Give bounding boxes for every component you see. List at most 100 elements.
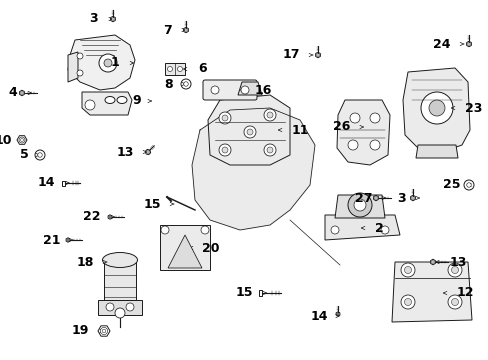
Polygon shape (98, 300, 142, 315)
Text: 3: 3 (89, 13, 98, 26)
Text: 1: 1 (110, 57, 119, 69)
Polygon shape (17, 136, 27, 144)
Circle shape (106, 303, 114, 311)
FancyBboxPatch shape (104, 260, 136, 300)
Circle shape (100, 327, 107, 334)
Polygon shape (108, 215, 112, 219)
Text: 25: 25 (442, 179, 459, 192)
Circle shape (146, 151, 149, 153)
Circle shape (112, 18, 114, 20)
Text: 2: 2 (374, 221, 383, 234)
Text: 11: 11 (291, 123, 309, 136)
Circle shape (316, 54, 319, 56)
FancyBboxPatch shape (203, 80, 257, 100)
Polygon shape (168, 235, 202, 268)
Circle shape (38, 153, 42, 157)
Polygon shape (415, 145, 457, 158)
Polygon shape (402, 68, 469, 152)
Circle shape (20, 139, 23, 141)
Polygon shape (207, 95, 289, 165)
Circle shape (347, 140, 357, 150)
Circle shape (201, 226, 208, 234)
Circle shape (349, 113, 359, 123)
Polygon shape (68, 35, 135, 90)
Text: 7: 7 (163, 23, 172, 36)
Circle shape (126, 303, 134, 311)
Circle shape (336, 313, 338, 315)
Polygon shape (336, 100, 389, 165)
Polygon shape (325, 215, 399, 240)
Circle shape (77, 53, 83, 59)
Text: 3: 3 (397, 192, 405, 204)
Circle shape (420, 92, 452, 124)
Circle shape (219, 144, 230, 156)
Circle shape (450, 298, 458, 306)
Text: 22: 22 (83, 211, 101, 224)
Circle shape (35, 150, 45, 160)
Circle shape (466, 183, 470, 187)
Text: 8: 8 (164, 77, 173, 90)
Text: 15: 15 (235, 287, 252, 300)
Ellipse shape (105, 96, 115, 104)
Circle shape (380, 226, 388, 234)
Polygon shape (238, 82, 262, 95)
Polygon shape (183, 27, 188, 33)
Circle shape (184, 29, 187, 31)
Circle shape (266, 147, 272, 153)
Text: 13: 13 (116, 145, 134, 158)
Circle shape (222, 147, 227, 153)
Polygon shape (410, 195, 414, 201)
Circle shape (219, 112, 230, 124)
Text: 10: 10 (0, 134, 12, 147)
Polygon shape (466, 41, 470, 47)
Circle shape (102, 329, 105, 333)
Circle shape (467, 43, 469, 45)
Text: 23: 23 (464, 102, 481, 114)
Circle shape (115, 308, 125, 318)
Circle shape (264, 144, 275, 156)
Circle shape (450, 266, 458, 274)
Circle shape (369, 113, 379, 123)
Circle shape (428, 100, 444, 116)
Polygon shape (160, 225, 209, 270)
Text: 5: 5 (20, 148, 29, 162)
Text: 16: 16 (254, 84, 272, 96)
Text: 12: 12 (456, 287, 473, 300)
Circle shape (222, 115, 227, 121)
Circle shape (266, 112, 272, 118)
Polygon shape (391, 262, 471, 322)
Circle shape (330, 226, 338, 234)
Polygon shape (82, 92, 132, 115)
Circle shape (19, 137, 25, 143)
Text: 13: 13 (449, 256, 467, 269)
Bar (62, 180, 64, 185)
Polygon shape (315, 52, 320, 58)
Circle shape (104, 59, 112, 67)
Text: 20: 20 (202, 242, 219, 255)
Text: 4: 4 (8, 86, 17, 99)
Text: 19: 19 (71, 324, 89, 338)
Circle shape (411, 197, 413, 199)
Ellipse shape (102, 252, 137, 267)
Polygon shape (164, 63, 184, 75)
Polygon shape (373, 195, 378, 201)
Circle shape (447, 295, 461, 309)
Circle shape (431, 261, 433, 263)
Polygon shape (335, 312, 339, 316)
Text: 6: 6 (198, 63, 206, 76)
Circle shape (109, 216, 111, 218)
Circle shape (183, 82, 188, 86)
Circle shape (369, 140, 379, 150)
Polygon shape (98, 326, 110, 336)
Circle shape (85, 100, 95, 110)
Text: 18: 18 (77, 256, 94, 269)
Circle shape (404, 266, 411, 274)
Circle shape (210, 86, 219, 94)
Polygon shape (68, 52, 78, 82)
Circle shape (447, 263, 461, 277)
Polygon shape (192, 108, 314, 230)
Circle shape (404, 298, 411, 306)
Circle shape (463, 180, 473, 190)
Polygon shape (66, 238, 70, 242)
Circle shape (241, 86, 248, 94)
